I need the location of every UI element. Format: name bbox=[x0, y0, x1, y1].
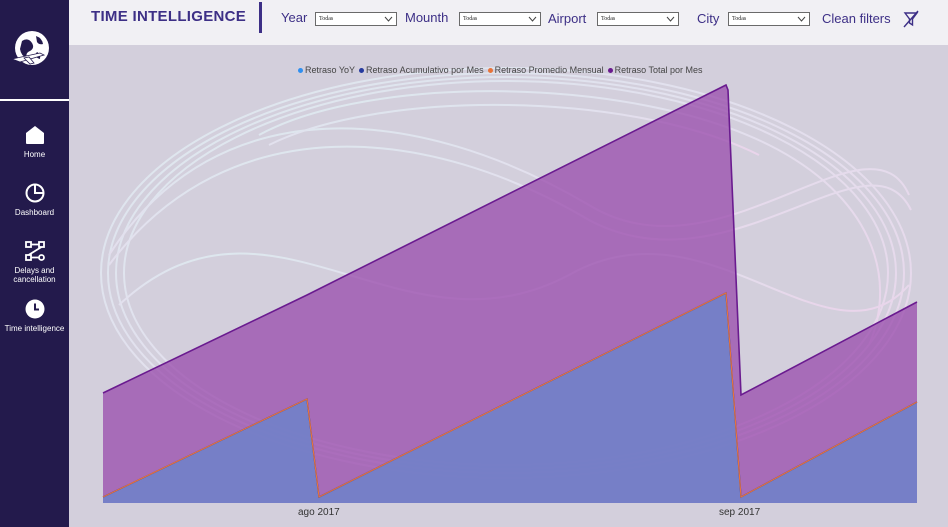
city-select[interactable]: Todas bbox=[728, 12, 810, 26]
clean-filters-button[interactable]: Clean filters bbox=[822, 11, 891, 26]
legend-label: Retraso Acumulativo por Mes bbox=[366, 65, 484, 75]
year-select[interactable]: Todas bbox=[315, 12, 397, 26]
filter-label-year: Year bbox=[281, 10, 308, 25]
legend-label: Retraso YoY bbox=[305, 65, 356, 75]
page-title: TIME INTELLIGENCE bbox=[91, 8, 247, 25]
airport-select-value: Todas bbox=[601, 16, 616, 22]
chevron-down-icon bbox=[666, 16, 675, 22]
series-area-retraso-acumulativo-por-mes bbox=[103, 293, 917, 503]
sidebar-item-time-intelligence[interactable]: Time intelligence bbox=[0, 298, 69, 333]
filter-off-icon[interactable] bbox=[903, 10, 919, 28]
sidebar-item-label: Delays and cancellation bbox=[13, 266, 56, 284]
city-select-value: Todas bbox=[732, 16, 747, 22]
x-tick-label: ago 2017 bbox=[298, 507, 340, 518]
legend-label: Retraso Total por Mes bbox=[614, 65, 703, 75]
legend-item: Retraso Acumulativo por Mes bbox=[359, 65, 484, 75]
sidebar-item-home[interactable]: Home bbox=[0, 124, 69, 159]
chevron-down-icon bbox=[528, 16, 537, 22]
home-icon bbox=[25, 126, 44, 144]
chevron-down-icon bbox=[797, 16, 806, 22]
sidebar-item-label: Home bbox=[23, 150, 46, 159]
clock-icon bbox=[25, 299, 44, 319]
x-tick-label: sep 2017 bbox=[719, 507, 761, 518]
flow-icon bbox=[24, 241, 45, 261]
chart-legend: Retraso YoY Retraso Acumulativo por Mes … bbox=[298, 65, 707, 75]
globe-plane-logo-icon bbox=[10, 31, 49, 65]
legend-dot bbox=[359, 67, 365, 73]
chevron-down-icon bbox=[384, 16, 393, 22]
pie-chart-icon bbox=[25, 183, 44, 203]
series-line-retraso-promedio-mensual bbox=[102, 292, 918, 498]
chart-area: Retraso YoY Retraso Acumulativo por Mes … bbox=[69, 45, 948, 527]
month-select[interactable]: Todas bbox=[459, 12, 541, 26]
sidebar: Home Dashboard Delays and cancellation T… bbox=[0, 0, 69, 527]
month-select-value: Todas bbox=[463, 16, 478, 22]
legend-dot bbox=[298, 67, 303, 73]
legend-dot bbox=[487, 67, 493, 73]
year-select-value: Todas bbox=[319, 16, 334, 22]
legend-item: Retraso Total por Mes bbox=[607, 65, 703, 75]
filter-label-airport: Airport bbox=[548, 11, 587, 26]
filter-label-city: City bbox=[697, 11, 720, 26]
legend-item: Retraso YoY bbox=[298, 65, 355, 75]
airport-select[interactable]: Todas bbox=[597, 12, 679, 26]
header-bar: TIME INTELLIGENCE Year Todas Mounth Toda… bbox=[69, 0, 948, 45]
sidebar-item-dashboard[interactable]: Dashboard bbox=[0, 182, 69, 217]
sidebar-divider bbox=[0, 99, 69, 101]
legend-dot bbox=[607, 67, 613, 73]
filter-label-month: Mounth bbox=[405, 10, 449, 25]
sidebar-item-label: Dashboard bbox=[14, 208, 55, 217]
series-line-retraso-total-por-mes bbox=[102, 83, 918, 397]
sidebar-item-delays[interactable]: Delays and cancellation bbox=[0, 240, 69, 284]
sidebar-item-label: Time intelligence bbox=[4, 324, 65, 333]
legend-label: Retraso Promedio Mensual bbox=[494, 65, 604, 75]
series-layer bbox=[102, 83, 918, 503]
area-chart bbox=[100, 67, 918, 503]
legend-item: Retraso Promedio Mensual bbox=[487, 65, 604, 75]
title-divider bbox=[259, 2, 262, 33]
